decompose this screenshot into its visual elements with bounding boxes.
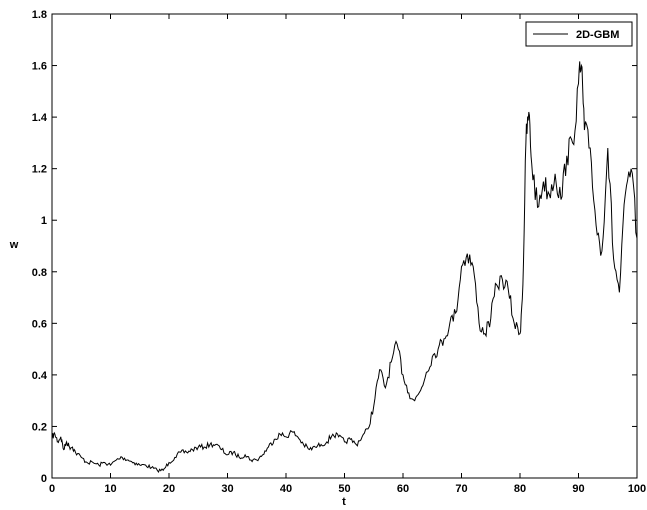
y-tick-label: 1.6 [32, 61, 47, 73]
y-tick-label: 1.2 [32, 164, 47, 176]
x-tick-label: 60 [397, 483, 409, 495]
y-tick-label: 0.4 [32, 370, 48, 382]
y-axis: 0 0.2 0.4 0.6 0.8 1 1.2 1.4 1.6 1.8 [32, 9, 637, 485]
x-tick-label: 20 [163, 483, 175, 495]
y-tick-label: 1.4 [32, 112, 48, 124]
x-tick-label: 0 [49, 483, 55, 495]
x-axis-label: t [342, 496, 346, 508]
series-line-2d-gbm [51, 61, 638, 474]
x-tick-label: 30 [221, 483, 233, 495]
x-tick-label: 40 [280, 483, 292, 495]
x-tick-label: 100 [628, 483, 646, 495]
y-axis-label: w [9, 239, 19, 251]
x-tick-label: 90 [572, 483, 584, 495]
x-tick-label: 50 [338, 483, 350, 495]
y-tick-label: 1 [41, 215, 47, 227]
x-tick-label: 70 [455, 483, 467, 495]
y-tick-label: 0 [41, 473, 47, 485]
y-tick-label: 1.8 [32, 9, 47, 21]
y-tick-label: 0.2 [32, 421, 47, 433]
y-tick-label: 0.8 [32, 267, 47, 279]
legend: 2D-GBM [525, 21, 633, 47]
y-tick-label: 0.6 [32, 318, 47, 330]
x-tick-label: 80 [514, 483, 526, 495]
legend-entry-2d-gbm: 2D-GBM [576, 29, 619, 41]
plot-area [51, 13, 638, 479]
x-axis: 0 10 20 30 40 50 60 70 80 90 100 [49, 14, 646, 495]
x-tick-label: 10 [104, 483, 116, 495]
